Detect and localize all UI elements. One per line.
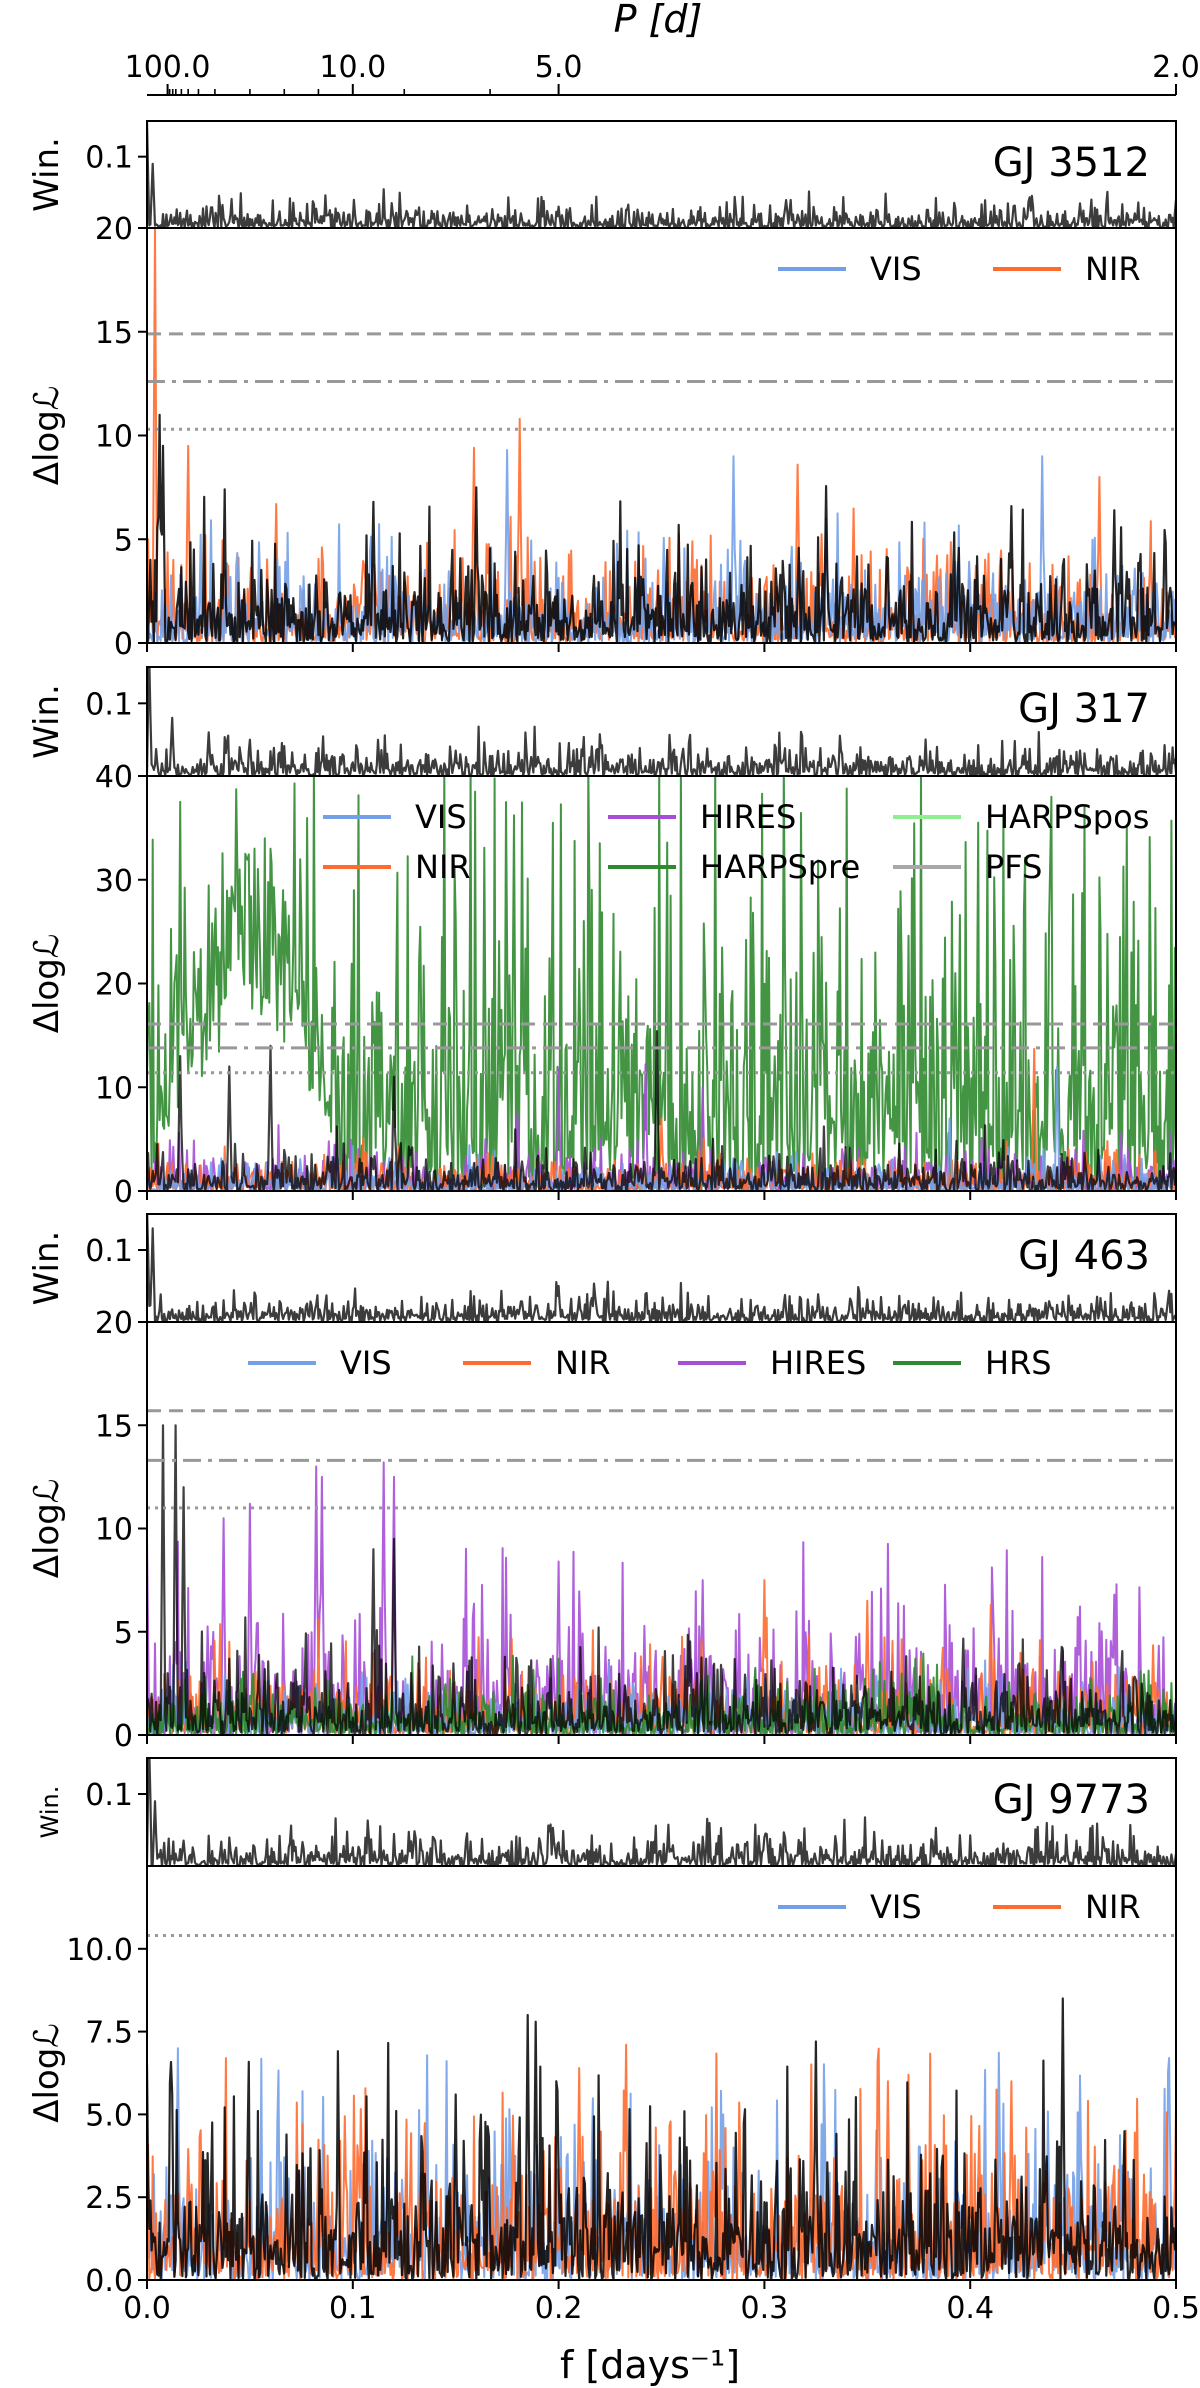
star-name-label: GJ 463: [1018, 1233, 1150, 1279]
power-frame: [146, 1865, 1177, 2281]
window-trace: [147, 667, 1176, 776]
window-ytick-label: 0.1: [85, 1234, 133, 1269]
power-ytick-label: 20: [95, 968, 133, 1003]
legend-label-nir: NIR: [555, 1344, 611, 1382]
legend-label-nir: NIR: [1085, 250, 1141, 288]
legend: VIS HIRES HARPSpos NIR HARPSpre PFS: [323, 798, 1149, 886]
series-nir: [147, 2043, 1176, 2280]
frequency-tick-label: 0.0: [123, 2291, 171, 2326]
power-trace-group: [147, 228, 1176, 643]
power-subplot: 0.0 2.5 5.0 7.5 10.0 Δlogℒ VIS NIR: [27, 1865, 1177, 2299]
window-trace-group: [147, 121, 1176, 228]
power-ytick-label: 15: [95, 316, 133, 351]
frequency-tick-label: 0.1: [329, 2291, 377, 2326]
frequency-axis-label: f [days⁻¹]: [560, 2343, 740, 2387]
power-ytick-label: 30: [95, 864, 133, 899]
legend-label-hires: HIRES: [770, 1344, 866, 1382]
window-ytick-label: 0.1: [85, 687, 133, 722]
legend-label-vis: VIS: [870, 250, 922, 288]
window-ylabel: Win.: [27, 684, 67, 759]
power-ytick-label: 0: [114, 1175, 133, 1210]
power-ytick-label: 10: [95, 420, 133, 455]
power-ytick-label: 0: [114, 1719, 133, 1754]
legend: VIS NIR: [778, 250, 1141, 288]
period-tick-label: 2.0: [1152, 50, 1200, 85]
power-ytick-label: 5.0: [85, 2098, 133, 2133]
legend-label-pfs: PFS: [985, 848, 1042, 886]
series-combined: [147, 1424, 1176, 1735]
window-ylabel: Win.: [27, 137, 67, 212]
legend: VIS NIR: [778, 1888, 1141, 1926]
legend-label-vis: VIS: [415, 798, 467, 836]
period-axis: 100.0 10.0 5.0 2.0: [125, 50, 1200, 96]
period-tick-label: 100.0: [125, 50, 211, 85]
window-subplot: 0.1 Win. GJ 463: [27, 1213, 1177, 1323]
window-ytick-label: 0.1: [85, 1778, 133, 1813]
power-ylabel: Δlogℒ: [27, 934, 67, 1034]
window-ylabel: Win.: [36, 1786, 64, 1839]
power-ytick-label: 0.0: [85, 2264, 133, 2299]
power-ytick-label: 2.5: [85, 2181, 133, 2216]
power-trace-group: [147, 1424, 1176, 1735]
power-ylabel: Δlogℒ: [27, 2023, 67, 2123]
power-ytick-label: 20: [95, 212, 133, 247]
legend-label-vis: VIS: [870, 1888, 922, 1926]
power-ytick-label: 5: [114, 1616, 133, 1651]
legend-label-nir: NIR: [415, 848, 471, 886]
star-name-label: GJ 317: [1018, 686, 1150, 732]
legend: VIS NIR HIRES HRS: [248, 1344, 1052, 1382]
legend-label-vis: VIS: [340, 1344, 392, 1382]
power-ylabel: Δlogℒ: [27, 386, 67, 486]
legend-label-harpspos: HARPSpos: [985, 798, 1149, 836]
period-tick-label: 10.0: [319, 50, 386, 85]
power-ytick-label: 0: [114, 627, 133, 662]
series-hrs: [147, 1652, 1176, 1735]
panel-gj-317: 0.1 Win. GJ 317 0 10 20 30 40 Δlogℒ VIS HIRES HARPS…: [27, 666, 1177, 1210]
frequency-tick-label: 0.5: [1152, 2291, 1200, 2326]
power-trace-group: [147, 1997, 1176, 2280]
window-trace-group: [147, 1758, 1176, 1866]
window-subplot: 0.1 Win. GJ 3512: [27, 120, 1177, 229]
panels-group: 0.1 Win. GJ 3512 0 5 10 15 20 Δlogℒ VIS NIR 0.1 Win.…: [27, 120, 1177, 2299]
frequency-tick-label: 0.3: [741, 2291, 789, 2326]
power-subplot: 0 5 10 15 20 Δlogℒ VIS NIR: [27, 212, 1177, 662]
window-trace-group: [147, 667, 1176, 776]
period-axis-label: P [d]: [614, 0, 703, 41]
power-ylabel: Δlogℒ: [27, 1479, 67, 1579]
window-subplot: 0.1 Win. GJ 317: [27, 666, 1177, 777]
legend-label-harpspre: HARPSpre: [700, 848, 860, 886]
window-ylabel: Win.: [27, 1231, 67, 1306]
window-subplot: 0.1 Win. GJ 9773: [36, 1757, 1177, 1867]
frequency-tick-label: 0.2: [535, 2291, 583, 2326]
frequency-tick-label: 0.4: [946, 2291, 994, 2326]
frequency-axis: 0.0 0.1 0.2 0.3 0.4 0.5: [123, 2291, 1200, 2326]
period-tick-label: 5.0: [535, 50, 583, 85]
power-ytick-label: 10.0: [66, 1933, 133, 1968]
star-name-label: GJ 3512: [993, 140, 1150, 186]
legend-label-hrs: HRS: [985, 1344, 1052, 1382]
series-combined: [147, 413, 1176, 643]
window-trace: [147, 121, 1176, 228]
panel-gj-3512: 0.1 Win. GJ 3512 0 5 10 15 20 Δlogℒ VIS NIR: [27, 120, 1177, 662]
power-ytick-label: 10: [95, 1513, 133, 1548]
series-combined: [147, 1997, 1176, 2280]
power-ytick-label: 5: [114, 523, 133, 558]
window-trace: [147, 1758, 1176, 1866]
panel-gj-9773: 0.1 Win. GJ 9773 0.0 2.5 5.0 7.5 10.0 Δlogℒ VIS NI…: [27, 1757, 1177, 2299]
power-subplot: 0 10 20 30 40 Δlogℒ VIS HIRES HARPSpos NIR HARPSpr…: [27, 760, 1177, 1210]
legend-label-hires: HIRES: [700, 798, 796, 836]
panel-gj-463: 0.1 Win. GJ 463 0 5 10 15 20 Δlogℒ VIS NIR HIRES HRS: [27, 1213, 1177, 1754]
power-ytick-label: 20: [95, 1306, 133, 1341]
power-subplot: 0 5 10 15 20 Δlogℒ VIS NIR HIRES HRS: [27, 1306, 1177, 1754]
power-ytick-label: 7.5: [85, 2016, 133, 2051]
power-ytick-label: 15: [95, 1409, 133, 1444]
window-ytick-label: 0.1: [85, 141, 133, 176]
star-name-label: GJ 9773: [993, 1777, 1150, 1823]
power-ytick-label: 10: [95, 1071, 133, 1106]
power-ytick-label: 40: [95, 760, 133, 795]
legend-label-nir: NIR: [1085, 1888, 1141, 1926]
